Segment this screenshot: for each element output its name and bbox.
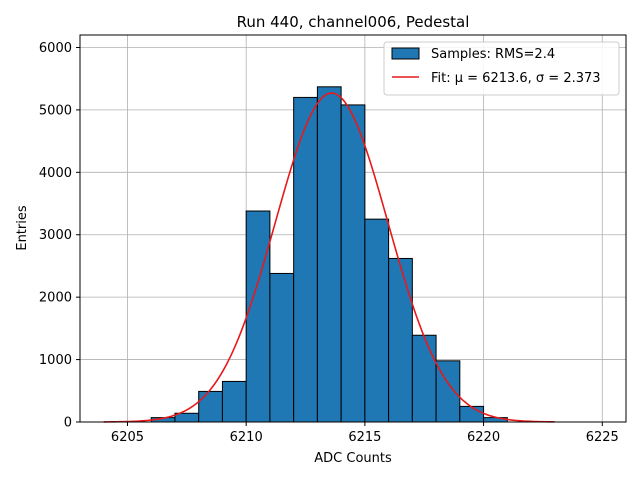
legend-box	[383, 41, 620, 96]
histogram-bar	[340, 104, 366, 423]
x-axis-ticks: 6205 6210 6215 6220 6225	[111, 422, 619, 445]
x-axis-title: ADC Counts	[314, 451, 392, 466]
histogram-bar	[293, 96, 318, 423]
y-tick-label: 6000	[39, 41, 72, 56]
histogram-bar	[364, 218, 390, 423]
y-tick-label: 4000	[39, 166, 72, 181]
plot-frame	[79, 34, 627, 423]
histogram-bars	[150, 86, 508, 423]
x-tick-label: 6215	[348, 430, 381, 445]
y-tick-label: 3000	[39, 228, 72, 243]
y-tick-label: 2000	[39, 291, 72, 306]
legend-label-fit: Fit: μ = 6213.6, σ = 2.373	[431, 71, 601, 86]
y-axis-title: Entries	[15, 205, 30, 251]
fit-curve	[103, 92, 555, 423]
y-axis-ticks: 0 1000 2000 3000 4000 5000 6000	[39, 41, 80, 431]
y-tick-label: 5000	[39, 103, 72, 118]
legend: Samples: RMS=2.4 Fit: μ = 6213.6, σ = 2.…	[383, 41, 620, 96]
x-tick-label: 6210	[230, 430, 263, 445]
histogram-bar	[388, 257, 413, 423]
x-tick-label: 6205	[111, 430, 144, 445]
y-tick-label: 1000	[39, 353, 72, 368]
y-tick-label: 0	[64, 416, 72, 431]
histogram-bar	[459, 405, 485, 423]
x-tick-label: 6220	[467, 430, 500, 445]
histogram-bar	[316, 86, 342, 423]
x-tick-label: 6225	[586, 430, 619, 445]
histogram-bar	[245, 210, 271, 423]
legend-label-samples: Samples: RMS=2.4	[431, 47, 555, 62]
chart-title: Run 440, channel006, Pedestal	[237, 13, 470, 31]
histogram-bar	[198, 390, 223, 423]
histogram-bar	[411, 334, 437, 423]
legend-swatch-samples	[391, 47, 420, 60]
histogram-bar	[221, 380, 247, 423]
histogram-bar	[269, 272, 295, 423]
